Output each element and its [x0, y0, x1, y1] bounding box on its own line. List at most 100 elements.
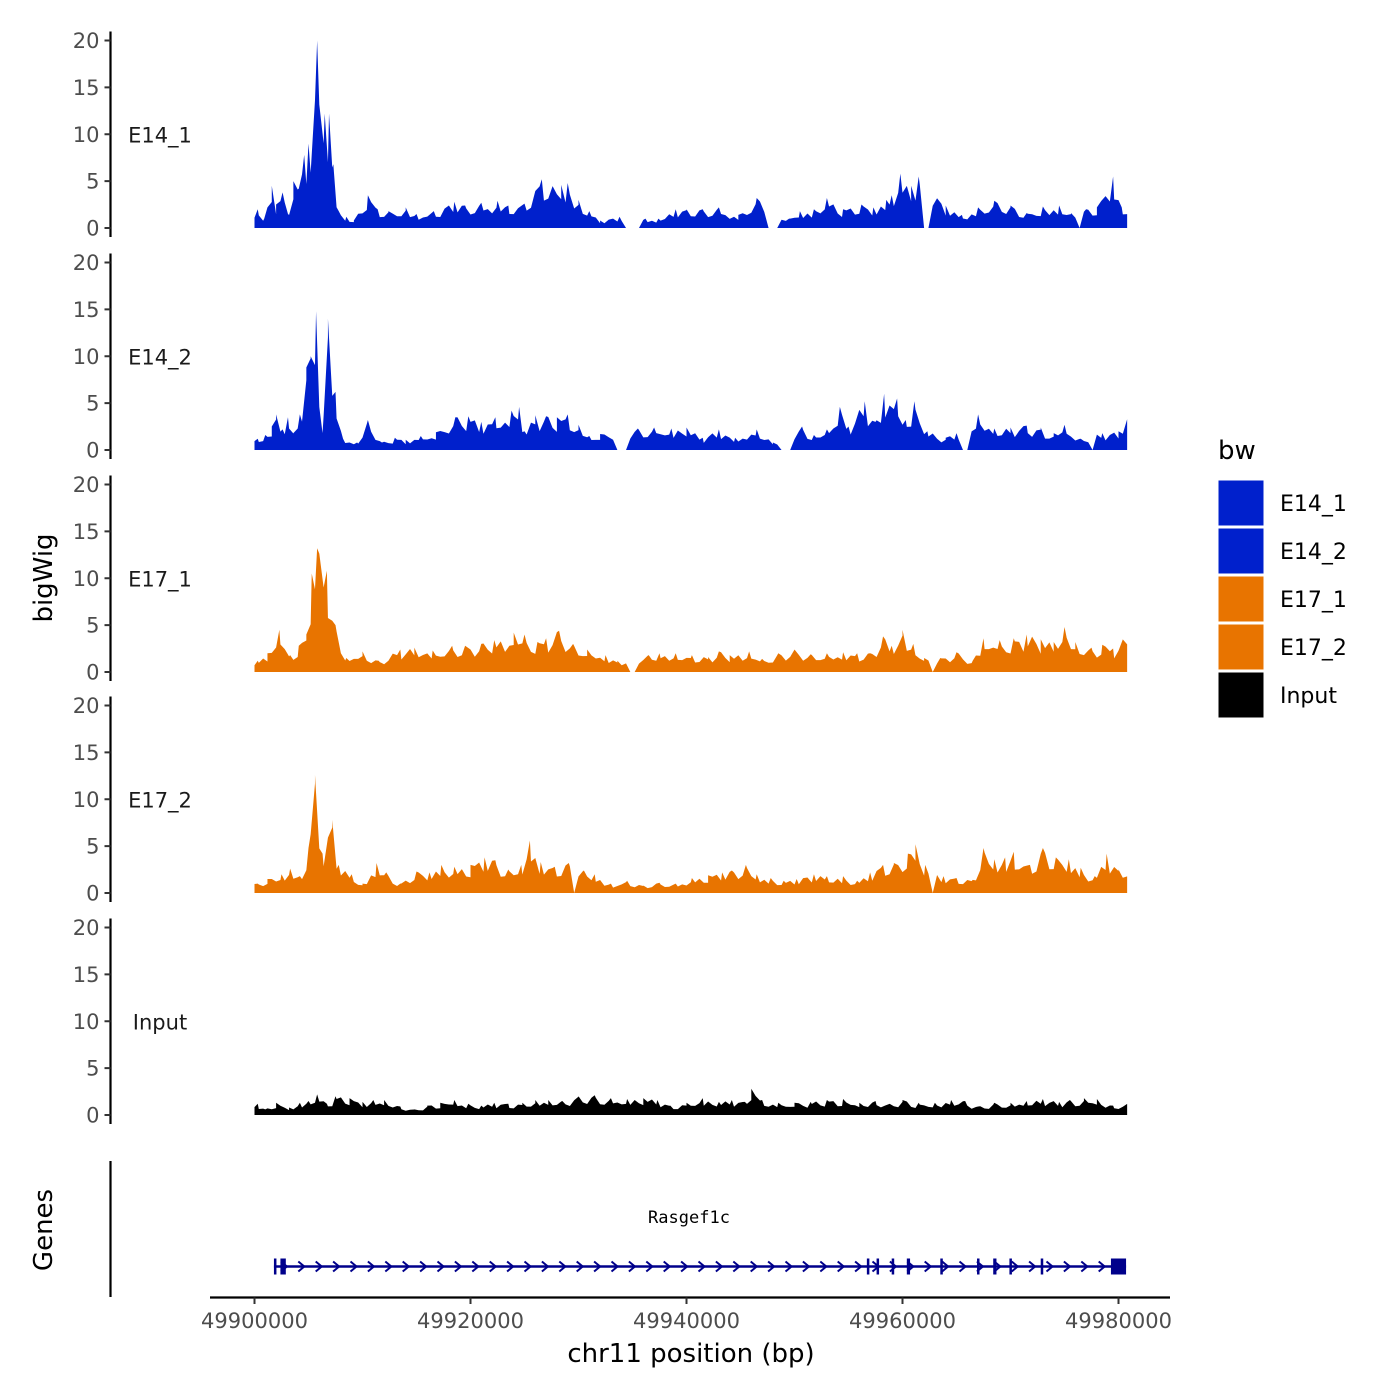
strand-arrow	[732, 1260, 741, 1273]
strand-arrow	[558, 1260, 567, 1273]
gene-exon	[1040, 1258, 1044, 1275]
y-tick-label: 15	[73, 520, 100, 544]
x-axis-title: chr11 position (bp)	[567, 1339, 814, 1369]
y-tick-label: 0	[86, 661, 99, 685]
track-label: E14_1	[128, 123, 192, 148]
strand-arrow	[837, 1260, 846, 1273]
legend: bw E14_1 E14_2 E17_1 E17_2 Input	[1217, 436, 1347, 719]
track-E17_2: 0 5 10 15 20 E17_2	[73, 694, 1128, 906]
strand-arrow	[1028, 1260, 1037, 1273]
strand-arrow	[610, 1260, 620, 1273]
y-tick-label: 15	[73, 963, 100, 987]
strand-arrow	[819, 1260, 828, 1273]
strand-arrow	[419, 1260, 428, 1273]
legend-swatch	[1217, 479, 1265, 527]
gene-exon	[906, 1258, 911, 1275]
strand-arrow	[454, 1260, 463, 1273]
coverage-area-E14_2	[254, 311, 1128, 450]
strand-arrow	[1080, 1260, 1089, 1273]
y-tick-label: 10	[73, 345, 100, 369]
strand-arrow	[315, 1260, 324, 1273]
x-tick-label: 49920000	[417, 1309, 524, 1333]
y-tick-label: 20	[73, 694, 100, 718]
strand-arrow	[349, 1260, 359, 1273]
strand-arrow	[924, 1260, 933, 1273]
gene-exon	[891, 1258, 895, 1275]
strand-arrow	[471, 1260, 480, 1273]
strand-arrow	[593, 1260, 602, 1273]
y-tick-label: 20	[73, 251, 100, 275]
coverage-area-E17_1	[254, 548, 1128, 672]
y-tick-label: 10	[73, 1010, 100, 1034]
y-tick-label: 10	[73, 123, 100, 147]
strand-arrow	[297, 1260, 306, 1273]
y-tick-label: 5	[86, 835, 99, 859]
legend-label: Input	[1280, 684, 1337, 709]
y-tick-label: 10	[73, 788, 100, 812]
strand-arrow	[1098, 1260, 1107, 1273]
strand-arrow	[541, 1260, 550, 1273]
x-tick-label: 49900000	[201, 1309, 308, 1333]
strand-arrow	[367, 1260, 376, 1273]
y-axis-title: bigWig	[29, 533, 59, 622]
strand-arrow	[402, 1260, 411, 1273]
track-label: E17_2	[128, 788, 192, 813]
gene-track: Rasgef1c	[109, 1161, 1127, 1297]
coverage-area-E14_1	[254, 40, 1128, 228]
coverage-area-E17_2	[254, 774, 1128, 893]
strand-arrow	[1063, 1260, 1072, 1273]
x-tick-label: 49980000	[1065, 1309, 1172, 1333]
gene-exon	[866, 1258, 870, 1275]
track-label: E14_2	[128, 345, 192, 370]
y-tick-label: 0	[86, 1104, 99, 1128]
strand-arrow	[941, 1260, 950, 1273]
y-tick-label: 15	[73, 76, 100, 100]
gene-exon	[940, 1258, 943, 1275]
strand-arrow	[628, 1260, 637, 1273]
y-tick-label: 5	[86, 170, 99, 194]
strand-arrow	[715, 1260, 724, 1273]
y-tick-label: 20	[73, 29, 100, 53]
strand-arrow	[1011, 1260, 1020, 1273]
strand-arrow	[576, 1260, 585, 1273]
y-tick-label: 20	[73, 916, 100, 940]
strand-arrow	[489, 1260, 498, 1273]
x-axis: 49900000 49920000 49940000 49960000 49980000	[201, 1296, 1172, 1333]
legend-label: E17_1	[1280, 588, 1347, 613]
strand-arrow	[802, 1260, 811, 1273]
gene-exon	[1009, 1258, 1012, 1275]
legend-swatch	[1217, 623, 1265, 671]
strand-arrow	[436, 1260, 446, 1273]
strand-arrow	[697, 1260, 707, 1273]
strand-arrow	[506, 1260, 515, 1273]
strand-arrow	[854, 1260, 863, 1273]
y-tick-label: 0	[86, 882, 99, 906]
gene-exon	[977, 1258, 980, 1275]
gene-name-label: Rasgef1c	[648, 1208, 730, 1228]
legend-swatch	[1217, 575, 1265, 623]
legend-label: E14_2	[1280, 540, 1347, 565]
gene-exon	[280, 1258, 286, 1275]
strand-arrow	[958, 1260, 968, 1273]
strand-arrow	[663, 1260, 672, 1273]
y-tick-label: 0	[86, 217, 99, 241]
strand-arrow	[784, 1260, 794, 1273]
genes-track-title: Genes	[29, 1189, 59, 1271]
strand-arrow	[1045, 1260, 1055, 1273]
gene-Rasgef1c: Rasgef1c	[273, 1208, 1127, 1275]
y-tick-label: 5	[86, 392, 99, 416]
track-label: Input	[133, 1010, 187, 1034]
legend-label: E14_1	[1280, 492, 1347, 517]
y-tick-label: 0	[86, 439, 99, 463]
y-tick-label: 15	[73, 298, 100, 322]
x-tick-label: 49960000	[849, 1309, 956, 1333]
strand-arrow	[767, 1260, 776, 1273]
y-tick-label: 5	[86, 614, 99, 638]
y-tick-label: 20	[73, 473, 100, 497]
strand-arrow	[680, 1260, 689, 1273]
y-tick-label: 10	[73, 567, 100, 591]
track-E17_1: 0 5 10 15 20 E17_1	[73, 473, 1128, 685]
gene-exon	[993, 1258, 997, 1275]
coverage-area-Input	[254, 1088, 1128, 1115]
